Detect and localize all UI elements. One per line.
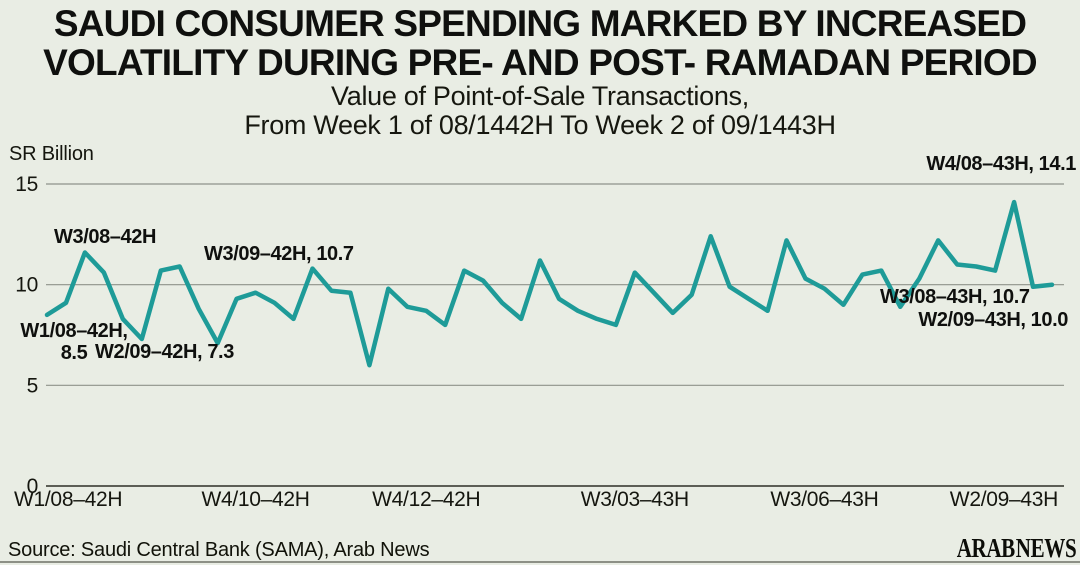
annotation-pre-ramadan-peak-43: W4/08–43H, 14.1	[926, 153, 1076, 175]
x-tick-label: W3/03–43H	[581, 488, 689, 511]
annotation-pre-ramadan-peak-42: W3/08–42H	[54, 226, 157, 248]
arab-news-logo: ARAB NEWS	[956, 533, 1076, 563]
annotation-w3-08-43: W3/08–43H, 10.7	[880, 286, 1030, 308]
annotation-ramadan-dip-42: W2/09–42H, 7.3	[95, 341, 234, 363]
page-subtitle-line1: Value of Point-of-Sale Transactions,	[331, 81, 749, 111]
page-subtitle: Value of Point-of-Sale Transactions, Fro…	[0, 82, 1080, 140]
annotation-series-end: W2/09–43H, 10.0	[918, 309, 1068, 331]
x-tick-label: W1/08–42H	[14, 488, 122, 511]
y-tick-label: 0	[27, 475, 38, 498]
y-tick-label: 10	[15, 274, 38, 297]
x-tick-label: W4/12–42H	[372, 488, 480, 511]
x-tick-label: W3/06–43H	[770, 488, 878, 511]
y-axis-unit-label: SR Billion	[9, 143, 94, 165]
y-tick-label: 5	[27, 374, 38, 397]
page-title-line1: SAUDI CONSUMER SPENDING MARKED BY INCREA…	[53, 3, 1027, 44]
pos-transactions-line	[44, 199, 1055, 368]
page-subtitle-line2: From Week 1 of 08/1442H To Week 2 of 09/…	[244, 110, 836, 140]
x-tick-label: W4/10–42H	[201, 488, 309, 511]
y-tick-label: 15	[15, 173, 38, 196]
source-credit: Source: Saudi Central Bank (SAMA), Arab …	[8, 539, 430, 561]
page-title-line2: VOLATILITY DURING PRE- AND POST- RAMADAN…	[43, 42, 1037, 83]
annotation-series-start-label: W1/08–42H,	[20, 320, 128, 342]
annotation-ramadan-rebound-42: W3/09–42H, 10.7	[204, 243, 354, 265]
x-tick-label: W2/09–43H	[950, 488, 1058, 511]
bottom-rule	[0, 561, 1080, 563]
annotation-series-start-value: 8.5	[60, 342, 88, 364]
annotation-series-start: W1/08–42H, 8.5	[12, 320, 136, 364]
page-title: SAUDI CONSUMER SPENDING MARKED BY INCREA…	[0, 4, 1080, 82]
